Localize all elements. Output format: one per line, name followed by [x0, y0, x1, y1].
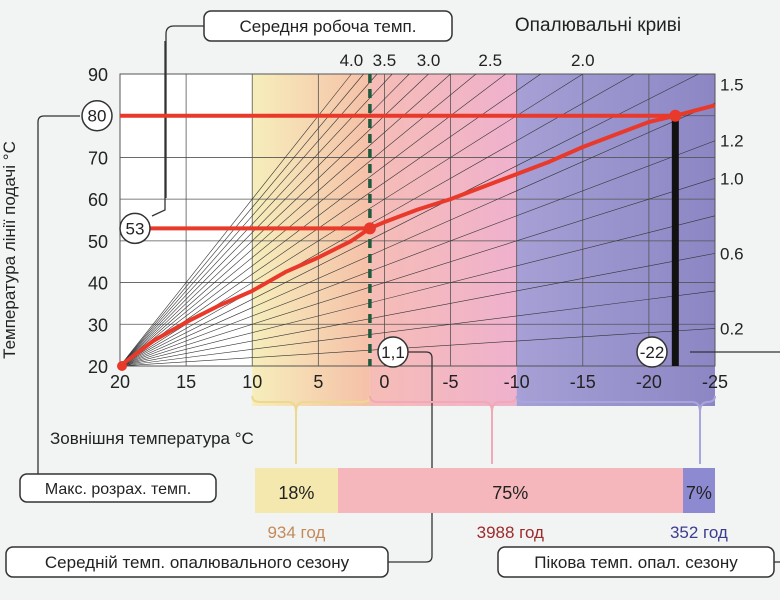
- avg-working-temp-callout: Середня робоча темп.: [203, 10, 453, 42]
- y-axis-label: Температура лінії подачі °C: [0, 141, 19, 359]
- labels: 4.0 3.5 3.0 2.5 2.01.51.21.00.60.22030405060…: [81, 51, 744, 392]
- connector-avg-working: [151, 41, 166, 217]
- y-tick-label: 90: [88, 65, 108, 85]
- max-design-temp-label: Макс. розрах. темп.: [45, 481, 191, 498]
- zone-3: [516, 74, 715, 366]
- heating-curve-0.8: [119, 215, 716, 367]
- y-tick-label: 50: [88, 232, 108, 252]
- heating-curve-3.8: [119, 73, 364, 367]
- peak-season-temp-callout: Пікова темп. опал. сезону: [497, 546, 775, 578]
- heating-curve-1.8: [119, 73, 635, 367]
- connector-max-design: [20, 115, 80, 489]
- avg-working-temp-label: Середня робоча темп.: [240, 17, 417, 36]
- bracket-zone-1-b: [295, 395, 371, 413]
- season-bar: 18% 934 год 75% 3988 год 7% 352 год: [255, 468, 728, 542]
- heating-curves: [119, 73, 716, 367]
- season-percent-2: 75%: [492, 483, 528, 503]
- zone-2-extension: [369, 366, 517, 406]
- bracket-zone-2-b: [491, 395, 518, 413]
- origin-dot: [117, 361, 127, 371]
- heating-curve-1.4: [119, 102, 716, 367]
- heating-curve-3.2: [119, 73, 410, 367]
- x-tick-label: 0: [379, 372, 389, 392]
- bracket-zone-2-a: [368, 395, 493, 464]
- zone-1-extension: [252, 366, 370, 406]
- avg-season-temp-callout: Середній темп. опалювального сезону: [5, 546, 389, 578]
- badge-peak-outdoor-circle: [636, 336, 668, 368]
- temperature-zones: [120, 74, 715, 406]
- heating-curve-2.4: [119, 73, 506, 367]
- bracket-zone-1-a: [251, 395, 297, 464]
- x-tick-label: -5: [443, 372, 459, 392]
- x-tick-label: -20: [636, 372, 662, 392]
- heating-curve-1.2: [119, 140, 716, 367]
- curve-label-top: 2.5: [478, 51, 502, 70]
- heating-curve-0.2: [119, 328, 716, 367]
- curve-label-top: 2.0: [571, 51, 595, 70]
- connectors: [20, 25, 780, 563]
- x-tick-label: -10: [504, 372, 530, 392]
- season-bar-fill: [255, 468, 715, 513]
- heating-curve-0.6: [119, 253, 716, 367]
- heating-curve-3.4: [119, 73, 393, 367]
- x-tick-label: 15: [176, 372, 196, 392]
- season-hours-1: 934 год: [267, 523, 325, 542]
- avg-season-temp-label: Середній темп. опалювального сезону: [45, 553, 350, 572]
- curve-label-right: 1.5: [720, 75, 744, 94]
- intersection-dot-avg: [363, 222, 376, 235]
- badge-peak-outdoor-text: -22: [640, 343, 665, 362]
- zone-1: [252, 74, 370, 366]
- y-tick-label: 40: [88, 274, 108, 294]
- zone-3-extension: [516, 366, 715, 406]
- curve-label-right: 0.2: [720, 319, 744, 338]
- heating-curve-1.6: [119, 73, 699, 367]
- heating-curve-0.4: [119, 290, 716, 367]
- season-hours-3: 352 год: [670, 523, 728, 542]
- y-tick-label: 30: [88, 315, 108, 335]
- badge-avg-outdoor-text: 1,1: [381, 343, 405, 362]
- y-tick-label: 20: [88, 357, 108, 377]
- y-tick-label: 70: [88, 148, 108, 168]
- curve-label-right: 1.0: [720, 169, 744, 188]
- season-percent-1: 18%: [278, 483, 314, 503]
- curve-label-top: 4.0: [340, 51, 364, 70]
- badge-avg-outdoor-circle: [377, 336, 409, 368]
- season-hours-2: 3988 год: [477, 523, 544, 542]
- heating-curve-4: [119, 73, 352, 367]
- heating-curve-1: [119, 177, 716, 367]
- max-design-temp-callout: Макс. розрах. темп.: [19, 473, 217, 503]
- x-axis-label: Зовнішня температура °C: [50, 429, 254, 448]
- heating-curve-2.6: [119, 73, 477, 367]
- design-curve: [118, 103, 716, 368]
- connector-avg-season: [388, 351, 433, 563]
- x-tick-label: -25: [702, 372, 728, 392]
- series: [117, 74, 716, 371]
- curve-label-right: 1.2: [720, 132, 744, 151]
- badge-avg-temp-circle: [119, 212, 151, 245]
- x-tick-label: 5: [313, 372, 323, 392]
- x-tick-label: -15: [570, 372, 596, 392]
- bracket-zone-3-a: [515, 395, 701, 464]
- connector-avg-working-top: [165, 25, 204, 198]
- peak-season-temp-label: Пікова темп. опал. сезону: [534, 553, 738, 572]
- curve-label-right: 0.6: [720, 244, 744, 263]
- badge-max-temp-circle: [81, 99, 113, 132]
- bracket-zone-3-b: [699, 395, 716, 413]
- curve-label-top: 3.5: [373, 51, 397, 70]
- heating-curves-title: Опалювальні криві: [515, 15, 681, 36]
- y-tick-label: 60: [88, 190, 108, 210]
- heating-curve-3.6: [119, 73, 378, 367]
- heating-curve-2.8: [119, 73, 451, 367]
- heating-curve-2.2: [119, 73, 541, 367]
- plot-frame: [119, 73, 716, 367]
- curve-label-top: 3.0: [417, 51, 441, 70]
- badge-max-temp-text: 80: [88, 107, 107, 126]
- intersection-dot-peak: [669, 109, 682, 122]
- heating-curve-3: [119, 73, 429, 367]
- season-percent-3: 7%: [686, 483, 712, 503]
- badge-avg-temp-text: 53: [126, 219, 145, 238]
- x-tick-label: 10: [242, 372, 262, 392]
- x-tick-label: 20: [110, 372, 130, 392]
